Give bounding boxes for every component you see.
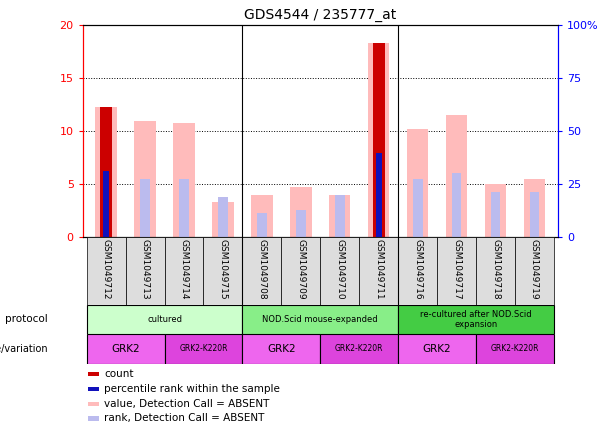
Title: GDS4544 / 235777_at: GDS4544 / 235777_at	[244, 8, 397, 22]
Text: GRK2-K220R: GRK2-K220R	[335, 344, 384, 354]
Bar	[373, 44, 384, 237]
Bar	[218, 197, 228, 237]
Bar	[413, 179, 422, 237]
Bar	[368, 44, 389, 237]
Bar	[251, 195, 273, 237]
Bar	[335, 195, 345, 237]
Bar	[359, 237, 398, 305]
Text: GSM1049715: GSM1049715	[218, 239, 227, 299]
Bar	[103, 171, 109, 237]
Bar	[126, 237, 164, 305]
Bar	[242, 305, 398, 334]
Bar	[398, 305, 554, 334]
Bar	[290, 187, 311, 237]
Text: re-cultured after NOD.Scid
expansion: re-cultured after NOD.Scid expansion	[421, 310, 532, 329]
Bar	[164, 334, 242, 364]
Bar	[329, 195, 351, 237]
Bar	[476, 334, 554, 364]
Bar	[86, 237, 126, 305]
Bar	[140, 179, 150, 237]
Bar	[407, 129, 428, 237]
Bar	[376, 154, 382, 237]
Bar	[96, 107, 117, 237]
Bar	[88, 401, 99, 406]
Text: protocol: protocol	[5, 314, 48, 324]
Text: GSM1049719: GSM1049719	[530, 239, 539, 299]
Bar	[476, 237, 515, 305]
Text: count: count	[104, 369, 134, 379]
Bar	[164, 237, 204, 305]
Text: percentile rank within the sample: percentile rank within the sample	[104, 384, 280, 394]
Text: GRK2: GRK2	[423, 344, 451, 354]
Text: GSM1049717: GSM1049717	[452, 239, 461, 299]
Bar	[212, 202, 234, 237]
Bar	[437, 237, 476, 305]
Bar	[88, 372, 99, 376]
Bar	[101, 171, 111, 237]
Bar	[374, 154, 384, 237]
Text: genotype/variation: genotype/variation	[0, 344, 48, 354]
Bar	[86, 334, 164, 364]
Text: GSM1049712: GSM1049712	[102, 239, 110, 299]
Bar	[398, 237, 437, 305]
Text: GRK2-K220R: GRK2-K220R	[179, 344, 227, 354]
Bar	[134, 121, 156, 237]
Bar	[524, 179, 545, 237]
Bar	[281, 237, 321, 305]
Text: GSM1049710: GSM1049710	[335, 239, 345, 299]
Text: GSM1049716: GSM1049716	[413, 239, 422, 299]
Bar	[321, 237, 359, 305]
Bar	[179, 179, 189, 237]
Bar	[398, 334, 476, 364]
Text: GSM1049718: GSM1049718	[491, 239, 500, 299]
Text: GSM1049714: GSM1049714	[180, 239, 189, 299]
Bar	[88, 387, 99, 391]
Text: GSM1049708: GSM1049708	[257, 239, 267, 299]
Text: GRK2: GRK2	[267, 344, 295, 354]
Text: GSM1049709: GSM1049709	[296, 239, 305, 299]
Bar	[452, 173, 462, 237]
Text: rank, Detection Call = ABSENT: rank, Detection Call = ABSENT	[104, 413, 264, 423]
Text: NOD.Scid mouse-expanded: NOD.Scid mouse-expanded	[262, 315, 378, 324]
Bar	[296, 211, 306, 237]
Text: GSM1049711: GSM1049711	[374, 239, 383, 299]
Bar	[530, 192, 539, 237]
Bar	[173, 123, 195, 237]
Text: value, Detection Call = ABSENT: value, Detection Call = ABSENT	[104, 398, 270, 409]
Text: GRK2-K220R: GRK2-K220R	[491, 344, 539, 354]
Bar	[242, 237, 281, 305]
Bar	[88, 416, 99, 420]
Bar	[446, 115, 467, 237]
Bar	[86, 305, 242, 334]
Bar	[515, 237, 554, 305]
Bar	[257, 213, 267, 237]
Bar	[321, 334, 398, 364]
Text: GSM1049713: GSM1049713	[140, 239, 150, 299]
Bar	[101, 107, 112, 237]
Text: cultured: cultured	[147, 315, 182, 324]
Bar	[242, 334, 321, 364]
Bar	[490, 192, 500, 237]
Bar	[204, 237, 242, 305]
Bar	[485, 184, 506, 237]
Text: GRK2: GRK2	[112, 344, 140, 354]
